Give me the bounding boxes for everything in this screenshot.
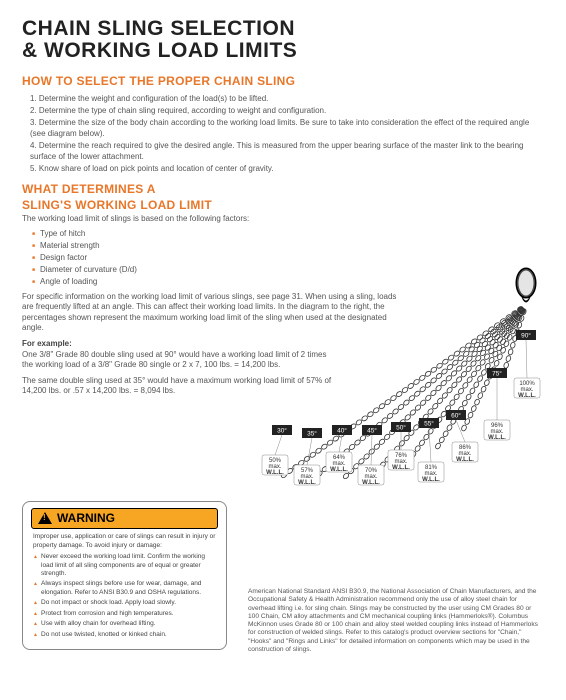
warning-item: Protect from corrosion and high temperat… (33, 610, 216, 618)
svg-text:W.L.L.: W.L.L. (298, 480, 316, 486)
selection-steps-list: Determine the weight and configuration o… (30, 94, 544, 175)
factor-item: Material strength (32, 241, 544, 251)
title-line2: & WORKING LOAD LIMITS (22, 39, 297, 62)
svg-text:W.L.L.: W.L.L. (488, 435, 506, 441)
warning-list: Never exceed the working load limit. Con… (33, 553, 216, 639)
svg-text:W.L.L.: W.L.L. (266, 470, 284, 476)
svg-text:W.L.L.: W.L.L. (330, 467, 348, 473)
step-item: Determine the type of chain sling requir… (30, 106, 544, 116)
svg-text:60°: 60° (451, 412, 461, 420)
warning-item: Do not use twisted, knotted or kinked ch… (33, 631, 216, 639)
svg-text:W.L.L.: W.L.L. (422, 477, 440, 483)
warning-header: WARNING (31, 508, 218, 530)
svg-text:45°: 45° (367, 427, 377, 435)
section2-heading: WHAT DETERMINES A SLING'S WORKING LOAD L… (22, 182, 544, 213)
svg-text:40°: 40° (337, 427, 347, 435)
svg-text:55°: 55° (424, 420, 434, 428)
section2-heading-l2: SLING'S WORKING LOAD LIMIT (22, 198, 212, 212)
svg-text:75°: 75° (492, 370, 502, 378)
factor-item: Type of hitch (32, 229, 544, 239)
warning-item: Do not impact or shock load. Apply load … (33, 599, 216, 607)
factors-intro: The working load limit of slings is base… (22, 214, 544, 224)
warning-item: Never exceed the working load limit. Con… (33, 553, 216, 578)
footer-note: American National Standard ANSI B30.9, t… (248, 588, 538, 654)
svg-text:90°: 90° (521, 332, 531, 340)
svg-text:W.L.L.: W.L.L. (456, 457, 474, 463)
svg-text:W.L.L.: W.L.L. (518, 393, 536, 399)
svg-text:W.L.L.: W.L.L. (362, 480, 380, 486)
warning-item: Always inspect slings before use for wea… (33, 580, 216, 597)
svg-text:W.L.L.: W.L.L. (392, 465, 410, 471)
angle-diagram: 30°50%max.W.L.L.35°57%max.W.L.L.40°64%ma… (254, 260, 544, 500)
warning-title: WARNING (57, 511, 115, 527)
svg-text:30°: 30° (277, 427, 287, 435)
step-item: Determine the reach required to give the… (30, 141, 544, 162)
section2-heading-l1: WHAT DETERMINES A (22, 182, 156, 196)
warning-body: Improper use, application or care of sli… (23, 533, 226, 649)
svg-text:50°: 50° (396, 424, 406, 432)
warning-intro: Improper use, application or care of sli… (33, 533, 216, 550)
step-item: Know share of load on pick points and lo… (30, 164, 544, 174)
section1-heading: HOW TO SELECT THE PROPER CHAIN SLING (22, 74, 544, 90)
page-title: CHAIN SLING SELECTION & WORKING LOAD LIM… (22, 18, 544, 62)
step-item: Determine the size of the body chain acc… (30, 118, 544, 139)
warning-item: Use with alloy chain for overhead liftin… (33, 620, 216, 628)
warning-triangle-icon (38, 512, 52, 524)
warning-box: WARNING Improper use, application or car… (22, 501, 227, 650)
title-line1: CHAIN SLING SELECTION (22, 17, 295, 40)
svg-text:35°: 35° (307, 430, 317, 438)
step-item: Determine the weight and configuration o… (30, 94, 544, 104)
